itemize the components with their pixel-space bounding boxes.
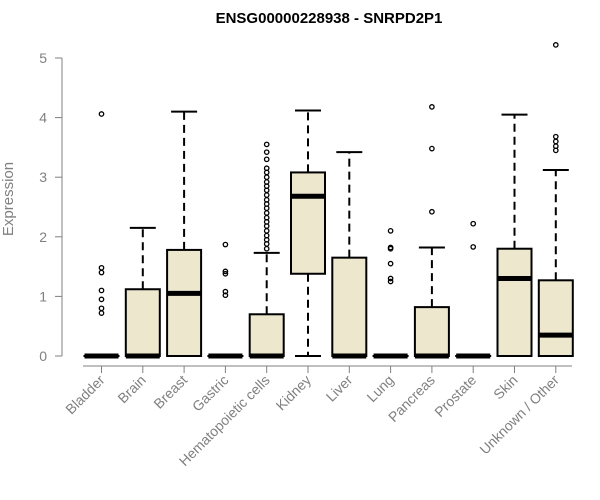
outlier-point (387, 278, 394, 285)
box-body (248, 313, 285, 357)
x-tick-label: Kidney (273, 372, 315, 414)
outlier-point (98, 111, 105, 117)
outlier-point (552, 138, 559, 145)
box-kidney (290, 109, 326, 357)
outlier-point (429, 208, 435, 215)
outlier-point (263, 149, 270, 156)
box-lung (372, 227, 409, 359)
y-axis-ticks: 0 1 2 3 4 5 (39, 50, 62, 364)
box-gastric (207, 241, 244, 359)
outlier-point (263, 141, 270, 148)
box-body (413, 306, 450, 357)
outlier-point (222, 241, 229, 248)
box-prostate (455, 220, 492, 359)
y-tick-label: 0 (39, 348, 47, 364)
x-tick-label: Breast (150, 372, 190, 412)
x-tick-label: Skin (490, 372, 521, 403)
box-bladder (83, 111, 120, 359)
outlier-point (387, 260, 394, 267)
outlier-point (429, 145, 435, 152)
y-tick-label: 3 (39, 169, 47, 185)
outlier-point (470, 244, 477, 250)
outlier-point (552, 133, 559, 140)
y-tick-label: 5 (39, 50, 47, 66)
outlier-point (222, 268, 229, 275)
box-skin (496, 113, 533, 357)
y-tick-label: 4 (39, 110, 47, 126)
outlier-point (98, 310, 105, 316)
box-pancreas (413, 104, 450, 359)
y-tick-label: 1 (39, 288, 47, 304)
outlier-point (263, 156, 270, 163)
outlier-point (263, 192, 270, 198)
x-tick-label: Lung (363, 372, 396, 405)
x-tick-label: Bladder (62, 372, 108, 418)
y-axis-label: Expression (0, 162, 17, 236)
box-body (496, 247, 533, 357)
outlier-point (429, 104, 435, 110)
box-breast (166, 110, 203, 357)
box-body (290, 171, 326, 275)
outlier-point (470, 220, 477, 227)
outlier-point (222, 292, 229, 299)
outlier-point (263, 165, 270, 172)
x-tick-label: Prostate (431, 372, 479, 420)
box-body (537, 279, 574, 358)
outlier-point (387, 244, 394, 251)
box-hematopoietic-cells (248, 141, 285, 359)
outlier-point (263, 227, 270, 234)
box-body (331, 256, 368, 357)
box-body (166, 248, 203, 357)
outlier-point (98, 269, 105, 276)
box-unknown-other (537, 42, 574, 358)
y-tick-label: 2 (39, 229, 47, 245)
outlier-point (263, 245, 270, 252)
x-tick-label: Liver (323, 372, 356, 405)
outlier-point (98, 287, 105, 294)
outlier-point (387, 275, 394, 282)
outlier-point (263, 174, 270, 181)
outlier-point (98, 296, 105, 303)
box-brain (124, 226, 161, 359)
outlier-point (222, 288, 229, 295)
outlier-point (387, 227, 394, 234)
boxes-layer (83, 42, 574, 359)
box-body (124, 288, 161, 357)
outlier-point (98, 264, 105, 271)
outlier-point (263, 210, 270, 216)
outlier-point (552, 42, 559, 48)
chart-title: ENSG00000228938 - SNRPD2P1 (216, 10, 443, 27)
box-liver (331, 151, 368, 359)
x-tick-label: Brain (114, 372, 148, 406)
outlier-point (222, 270, 229, 277)
outlier-point (98, 305, 105, 312)
